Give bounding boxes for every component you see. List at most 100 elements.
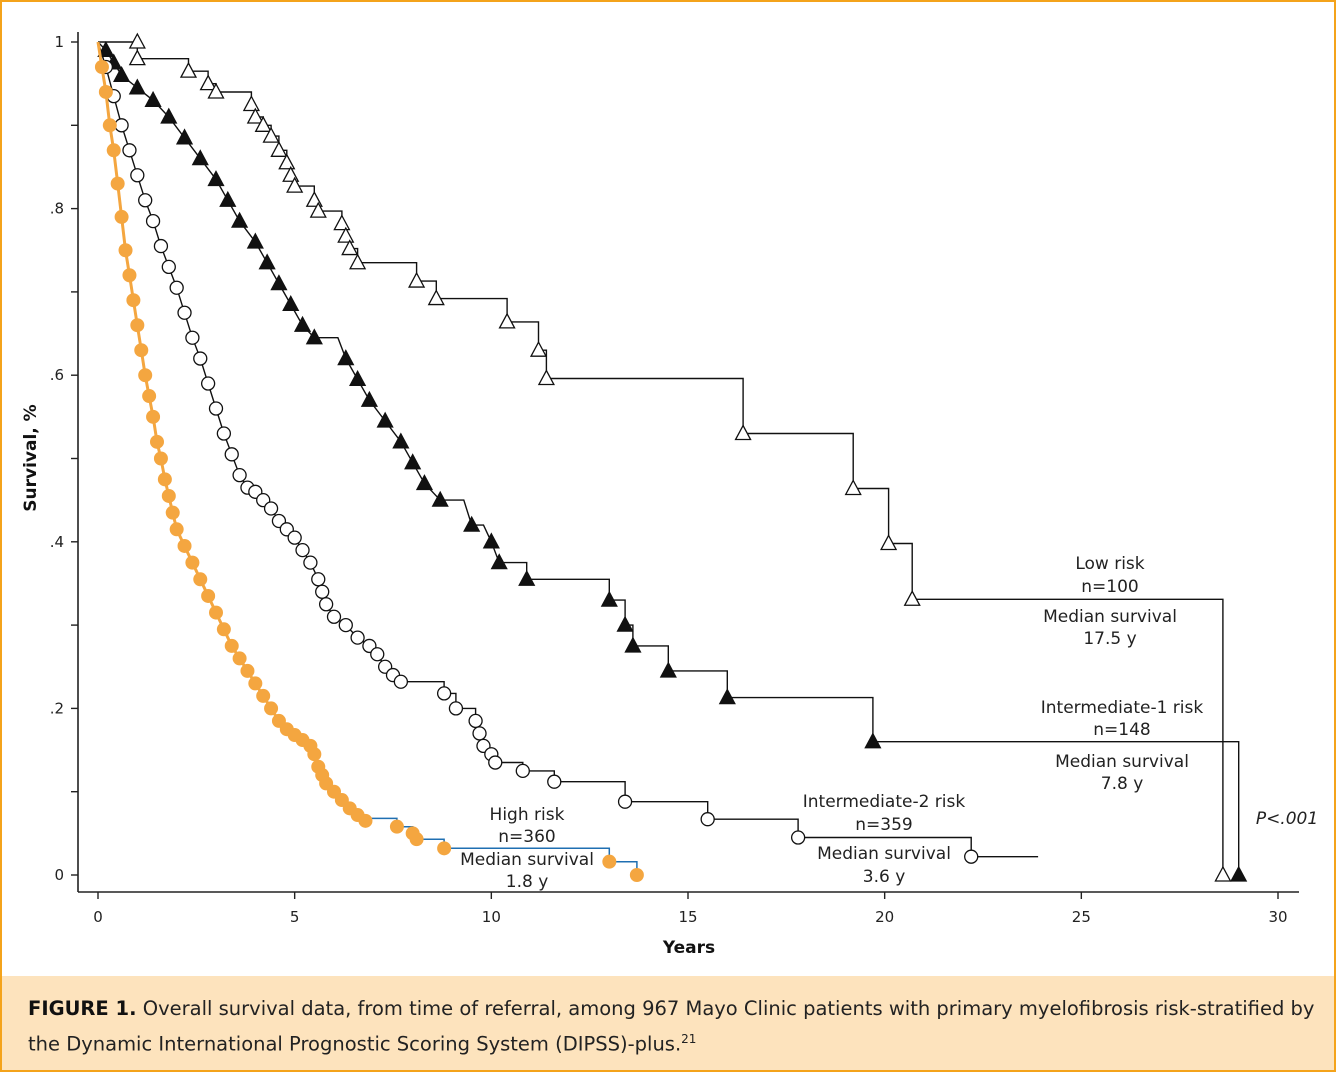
series-n-label: n=360: [498, 827, 555, 847]
y-tick-label: .8: [50, 200, 64, 218]
data-point-marker: [964, 849, 979, 864]
data-point-marker: [169, 280, 184, 295]
data-point-marker: [349, 253, 367, 270]
data-point-marker: [160, 107, 178, 124]
survival-line: [97, 41, 1039, 858]
data-point-marker: [1230, 865, 1248, 882]
y-tick-label: 1: [54, 33, 64, 51]
data-point-marker: [153, 238, 169, 254]
caption-body: Overall survival data, from time of refe…: [28, 997, 1315, 1056]
data-point-marker: [303, 555, 318, 570]
data-point-marker: [219, 190, 237, 207]
caption-text: FIGURE 1. Overall survival data, from ti…: [28, 994, 1318, 1060]
data-point-marker: [270, 140, 288, 157]
data-point-marker: [338, 617, 353, 633]
data-point-marker: [415, 474, 434, 491]
data-point-marker: [185, 555, 200, 570]
data-point-marker: [278, 153, 296, 170]
data-point-marker: [472, 726, 487, 741]
data-point-marker: [468, 713, 483, 729]
data-point-marker: [145, 213, 161, 229]
data-point-marker: [165, 505, 180, 520]
data-point-marker: [150, 434, 164, 449]
survival-curves: [94, 32, 1248, 882]
data-point-marker: [616, 615, 634, 632]
x-tick-label: 25: [1072, 908, 1091, 926]
data-point-marker: [209, 605, 223, 620]
series-name-label: Intermediate-2 risk: [803, 792, 966, 812]
data-point-marker: [157, 472, 172, 487]
data-point-marker: [207, 170, 225, 187]
data-point-marker: [138, 193, 153, 208]
data-point-marker: [114, 209, 129, 224]
series-name-label: Low risk: [1075, 554, 1144, 574]
data-point-marker: [114, 118, 129, 133]
data-point-marker: [427, 289, 445, 306]
data-point-marker: [311, 572, 326, 587]
series-n-label: n=148: [1093, 720, 1150, 740]
series-3: [97, 41, 1039, 864]
y-axis-label: Survival, %: [21, 404, 41, 511]
data-point-marker: [177, 538, 192, 553]
data-point-marker: [199, 74, 217, 91]
data-point-marker: [844, 479, 862, 496]
data-point-marker: [295, 542, 310, 558]
median-survival-label: Median survival: [460, 850, 594, 870]
x-tick-label: 30: [1268, 908, 1287, 926]
data-point-marker: [315, 584, 330, 599]
x-tick-label: 5: [290, 908, 300, 926]
data-point-marker: [282, 295, 300, 312]
median-survival-value: 7.8 y: [1101, 774, 1144, 794]
data-point-marker: [258, 253, 276, 270]
data-point-marker: [232, 651, 247, 666]
data-point-marker: [700, 812, 715, 827]
data-point-marker: [286, 176, 304, 193]
data-point-marker: [602, 854, 617, 869]
data-point-marker: [153, 451, 168, 466]
data-point-marker: [263, 501, 279, 516]
data-point-marker: [193, 572, 208, 587]
data-point-marker: [864, 732, 882, 749]
data-point-marker: [126, 293, 141, 308]
data-point-marker: [262, 126, 280, 143]
data-point-marker: [185, 330, 200, 345]
data-point-marker: [200, 376, 216, 391]
data-point-marker: [337, 349, 355, 366]
data-point-marker: [146, 409, 161, 424]
data-point-marker: [128, 49, 146, 66]
data-point-marker: [537, 369, 555, 386]
data-point-marker: [207, 82, 225, 99]
series-n-label: n=100: [1081, 577, 1138, 597]
data-point-marker: [341, 239, 359, 256]
data-point-marker: [144, 90, 162, 107]
median-survival-value: 3.6 y: [863, 867, 906, 887]
data-point-marker: [113, 65, 131, 82]
data-point-marker: [326, 609, 342, 624]
x-tick-label: 0: [93, 908, 103, 926]
data-point-marker: [130, 318, 145, 333]
data-point-marker: [216, 426, 232, 441]
data-point-marker: [431, 490, 449, 507]
data-point-marker: [122, 268, 137, 283]
data-point-marker: [617, 794, 633, 809]
data-point-marker: [307, 747, 322, 762]
data-point-marker: [175, 128, 194, 145]
data-point-marker: [102, 118, 117, 133]
data-point-marker: [436, 686, 452, 701]
data-point-marker: [264, 701, 279, 716]
p-value-label: P<.001: [1256, 809, 1318, 829]
series-1: [98, 32, 1232, 882]
data-point-marker: [903, 589, 921, 606]
data-point-marker: [389, 819, 404, 834]
data-point-marker: [118, 243, 133, 258]
data-point-marker: [337, 226, 355, 243]
data-point-marker: [193, 351, 208, 366]
data-point-marker: [515, 763, 530, 779]
data-point-marker: [659, 661, 677, 678]
data-point-marker: [169, 522, 184, 537]
data-point-marker: [437, 841, 452, 856]
data-point-marker: [242, 95, 260, 112]
y-tick-label: .4: [50, 533, 64, 551]
data-point-marker: [358, 813, 373, 828]
